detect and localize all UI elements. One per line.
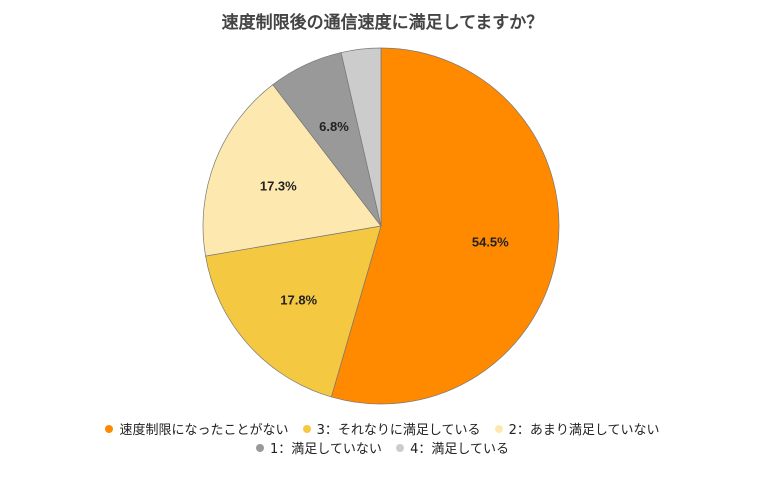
slice-labels: 54.5% 17.8% 17.3% 6.8% — [260, 119, 509, 307]
chart-title: 速度制限後の通信速度に満足してますか？ — [221, 13, 544, 33]
slice-percent-label: 17.8% — [280, 293, 317, 308]
legend-item-satisfied[interactable]: 4：満足している — [396, 440, 509, 459]
legend-row-1: 速度制限になったことがない 3：それなりに満足している 2：あまり満足していない — [0, 421, 765, 440]
legend-item-fairly-satisfied[interactable]: 3：それなりに満足している — [302, 421, 481, 440]
legend-label: 速度制限になったことがない — [119, 423, 289, 438]
legend-dot-icon — [105, 425, 114, 433]
legend-label: 1：満足していない — [270, 442, 382, 457]
slice-percent-label: 54.5% — [472, 235, 509, 250]
legend-row-2: 1：満足していない 4：満足している — [0, 440, 765, 459]
legend: 速度制限になったことがない 3：それなりに満足している 2：あまり満足していない… — [0, 421, 765, 459]
legend-label: 3：それなりに満足している — [316, 423, 481, 438]
legend-dot-icon — [256, 444, 265, 452]
legend-dot-icon — [396, 444, 405, 452]
legend-item-not-satisfied[interactable]: 1：満足していない — [256, 440, 382, 459]
pie-slice[interactable] — [202, 84, 382, 257]
pie-slice[interactable] — [330, 47, 560, 405]
legend-item-never-throttled[interactable]: 速度制限になったことがない — [105, 421, 288, 440]
pie-slices — [202, 47, 560, 405]
slice-percent-label: 17.3% — [260, 179, 297, 194]
pie-slice[interactable] — [205, 225, 382, 398]
legend-item-not-very-satisfied[interactable]: 2：あまり満足していない — [494, 421, 660, 440]
legend-label: 2：あまり満足していない — [508, 423, 660, 438]
legend-label: 4：満足している — [410, 442, 509, 457]
pie-slice[interactable] — [340, 47, 382, 227]
slice-percent-label: 6.8% — [319, 119, 349, 134]
legend-dot-icon — [494, 425, 503, 433]
legend-dot-icon — [302, 425, 311, 433]
